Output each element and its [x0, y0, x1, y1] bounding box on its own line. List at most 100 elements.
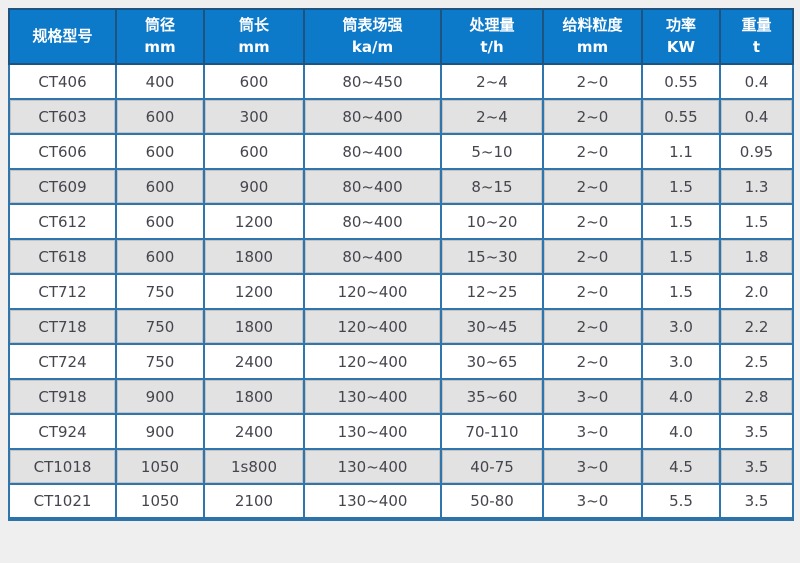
value-cell: 120~400: [303, 308, 442, 345]
value-cell: 900: [115, 378, 205, 415]
column-label: 给料粒度: [562, 15, 623, 34]
value-cell: 0.4: [719, 98, 794, 135]
column-header: 筒径 mm: [115, 8, 205, 65]
value-cell: 2.5: [719, 343, 794, 380]
column-label: 重量: [741, 15, 772, 34]
value-cell: 2~0: [542, 203, 643, 240]
value-cell: 1.8: [719, 238, 794, 275]
value-cell: 2.2: [719, 308, 794, 345]
value-cell: 30~65: [440, 343, 544, 380]
value-cell: 8~15: [440, 168, 544, 205]
value-cell: 0.4: [719, 63, 794, 100]
value-cell: 3.0: [641, 343, 721, 380]
value-cell: 1800: [203, 378, 305, 415]
value-cell: 2400: [203, 413, 305, 450]
value-cell: 600: [115, 98, 205, 135]
column-unit: t/h: [480, 37, 504, 56]
table-row: CT606 600 600 80~400 5~10 2~0 1.1 0.95: [8, 133, 794, 170]
table-row: CT924 900 2400 130~400 70-110 3~0 4.0 3.5: [8, 413, 794, 450]
column-unit: KW: [666, 37, 696, 56]
table-header: 规格型号 筒径 mm 筒长 mm 筒表场强 ka/m 处理量 t/h 给料粒度 mm 功率 KW 重量 t: [8, 8, 794, 65]
value-cell: 1s800: [203, 448, 305, 485]
value-cell: 50-80: [440, 483, 544, 520]
column-header: 处理量 t/h: [440, 8, 544, 65]
table-row: CT724 750 2400 120~400 30~65 2~0 3.0 2.5: [8, 343, 794, 380]
column-label: 功率: [665, 15, 696, 34]
value-cell: 0.55: [641, 63, 721, 100]
value-cell: 2~0: [542, 63, 643, 100]
column-unit: mm: [238, 37, 270, 56]
value-cell: 3~0: [542, 448, 643, 485]
model-cell: CT606: [8, 133, 117, 170]
value-cell: 2~4: [440, 98, 544, 135]
model-cell: CT712: [8, 273, 117, 310]
value-cell: 1.3: [719, 168, 794, 205]
value-cell: 2~0: [542, 168, 643, 205]
model-cell: CT406: [8, 63, 117, 100]
value-cell: 2~0: [542, 273, 643, 310]
table-row: CT918 900 1800 130~400 35~60 3~0 4.0 2.8: [8, 378, 794, 415]
value-cell: 80~400: [303, 168, 442, 205]
table-row: CT612 600 1200 80~400 10~20 2~0 1.5 1.5: [8, 203, 794, 240]
value-cell: 3.5: [719, 448, 794, 485]
value-cell: 400: [115, 63, 205, 100]
value-cell: 3~0: [542, 413, 643, 450]
value-cell: 600: [203, 63, 305, 100]
value-cell: 0.55: [641, 98, 721, 135]
value-cell: 600: [115, 133, 205, 170]
table-row: CT718 750 1800 120~400 30~45 2~0 3.0 2.2: [8, 308, 794, 345]
table-row: CT1021 1050 2100 130~400 50-80 3~0 5.5 3.5: [8, 483, 794, 520]
value-cell: 40-75: [440, 448, 544, 485]
value-cell: 2~0: [542, 343, 643, 380]
value-cell: 2~0: [542, 98, 643, 135]
model-cell: CT718: [8, 308, 117, 345]
value-cell: 3~0: [542, 378, 643, 415]
value-cell: 0.95: [719, 133, 794, 170]
value-cell: 750: [115, 273, 205, 310]
page-container: 规格型号 筒径 mm 筒长 mm 筒表场强 ka/m 处理量 t/h 给料粒度 mm 功率 KW 重量 t …: [8, 8, 794, 521]
value-cell: 900: [115, 413, 205, 450]
value-cell: 2100: [203, 483, 305, 520]
model-cell: CT1018: [8, 448, 117, 485]
header-row: 规格型号 筒径 mm 筒长 mm 筒表场强 ka/m 处理量 t/h 给料粒度 mm 功率 KW 重量 t: [8, 8, 794, 65]
value-cell: 15~30: [440, 238, 544, 275]
spec-table: 规格型号 筒径 mm 筒长 mm 筒表场强 ka/m 处理量 t/h 给料粒度 mm 功率 KW 重量 t …: [8, 8, 794, 521]
value-cell: 600: [115, 238, 205, 275]
value-cell: 1.5: [641, 168, 721, 205]
column-label: 筒长: [238, 15, 269, 34]
table-row: CT1018 1050 1s800 130~400 40-75 3~0 4.5 3.5: [8, 448, 794, 485]
value-cell: 1.5: [719, 203, 794, 240]
column-header: 规格型号: [8, 8, 117, 65]
value-cell: 3.0: [641, 308, 721, 345]
value-cell: 4.5: [641, 448, 721, 485]
value-cell: 130~400: [303, 413, 442, 450]
table-row: CT406 400 600 80~450 2~4 2~0 0.55 0.4: [8, 63, 794, 100]
column-header: 功率 KW: [641, 8, 721, 65]
value-cell: 2.8: [719, 378, 794, 415]
value-cell: 35~60: [440, 378, 544, 415]
value-cell: 300: [203, 98, 305, 135]
value-cell: 5.5: [641, 483, 721, 520]
table-body: CT406 400 600 80~450 2~4 2~0 0.55 0.4 CT603 600 30…: [8, 63, 794, 520]
model-cell: CT603: [8, 98, 117, 135]
value-cell: 1200: [203, 273, 305, 310]
value-cell: 3.5: [719, 483, 794, 520]
value-cell: 12~25: [440, 273, 544, 310]
value-cell: 2.0: [719, 273, 794, 310]
model-cell: CT724: [8, 343, 117, 380]
value-cell: 600: [203, 133, 305, 170]
value-cell: 80~400: [303, 203, 442, 240]
value-cell: 600: [115, 168, 205, 205]
value-cell: 1050: [115, 483, 205, 520]
column-unit: mm: [576, 37, 609, 56]
value-cell: 1.5: [641, 273, 721, 310]
value-cell: 1050: [115, 448, 205, 485]
model-cell: CT612: [8, 203, 117, 240]
value-cell: 2~0: [542, 238, 643, 275]
value-cell: 5~10: [440, 133, 544, 170]
value-cell: 1.5: [641, 238, 721, 275]
column-unit: t: [752, 37, 761, 56]
value-cell: 10~20: [440, 203, 544, 240]
value-cell: 1800: [203, 308, 305, 345]
value-cell: 130~400: [303, 448, 442, 485]
